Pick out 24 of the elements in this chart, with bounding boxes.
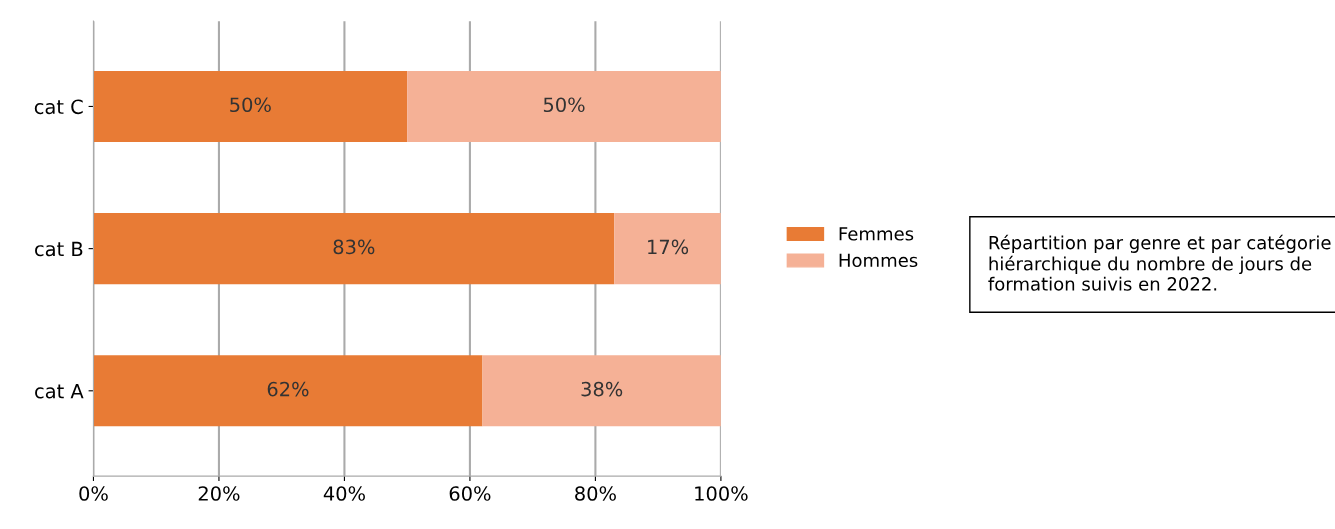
data-label: 17% [648,239,689,255]
data-label: 50% [230,97,271,113]
x-tick-label: 80% [575,486,616,501]
y-tick-label: cat C [34,99,83,115]
bar [93,213,615,285]
data-label: 50% [543,97,585,113]
data-label: 62% [267,381,309,397]
legend-label: Femmes [839,227,914,241]
x-tick-label: 40% [323,486,365,501]
y-tick-label: cat A [35,384,84,399]
legend-label: Hommes [839,253,918,268]
text: Répartition par genre et par catégorie hiérarchique du nombre de jours de formation suivis en 2022. [988,234,1331,291]
data-label: 83% [333,239,375,255]
bar [93,70,408,142]
x-tick-label: 0% [79,486,108,501]
x-tick-label: 60% [449,486,491,501]
y-tick-label: cat B [35,241,83,257]
bar [93,355,483,427]
x-tick-label: 100% [695,486,748,501]
bar [482,355,721,427]
bar [614,213,721,285]
x-tick-label: 20% [198,486,240,501]
bar [407,70,721,142]
data-label: 38% [581,381,623,397]
